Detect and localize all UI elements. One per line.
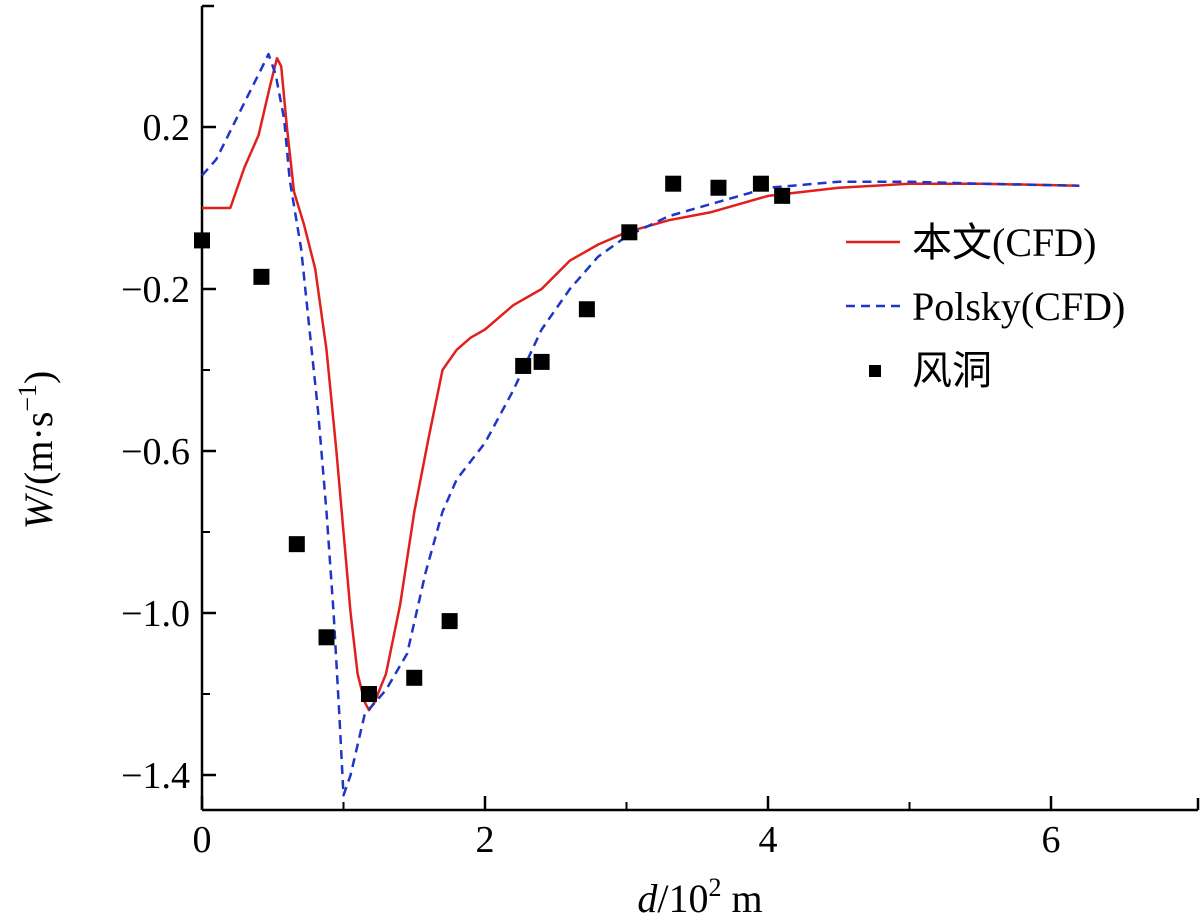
legend-label: 风洞 <box>912 348 992 393</box>
axes: 0 2 4 6 0.2 −0.2 −0.6 −1.0 −1.4 <box>121 4 1200 861</box>
legend-label: Polsky(CFD) <box>912 284 1125 329</box>
y-tick-label: −0.2 <box>121 269 190 311</box>
x-axis-label: d/102 m <box>637 873 762 921</box>
axis-separator: / <box>657 876 669 921</box>
data-point <box>360 686 377 702</box>
data-point <box>665 175 682 192</box>
series-line-polsky <box>201 52 1080 797</box>
axis-unit-tail: ) <box>16 371 61 384</box>
x-tick-label: 4 <box>759 819 778 861</box>
data-point <box>318 629 335 646</box>
series-line-cfd <box>202 56 1080 712</box>
series-layer <box>194 52 1080 797</box>
data-point <box>621 224 638 241</box>
axis-unit-tail: m <box>722 876 763 921</box>
legend-marker <box>869 365 881 377</box>
data-point <box>752 175 769 192</box>
data-point <box>774 187 791 204</box>
axis-unit: 10 <box>669 876 709 921</box>
data-point <box>406 669 423 686</box>
y-axis-label: W/(m·s−1) <box>13 371 61 530</box>
legend: 本文(CFD) Polsky(CFD) 风洞 <box>846 220 1125 393</box>
data-point <box>253 268 270 285</box>
axis-unit: (m·s <box>16 412 61 485</box>
data-point <box>533 353 550 370</box>
y-tick-label: −1.4 <box>121 755 190 797</box>
legend-label: 本文(CFD) <box>912 220 1096 265</box>
series-wind-tunnel <box>194 175 791 702</box>
x-tick-label: 0 <box>193 819 212 861</box>
data-point <box>441 613 458 630</box>
data-point <box>288 536 305 553</box>
axis-separator: / <box>16 484 61 496</box>
y-tick-label: −0.6 <box>121 431 190 473</box>
data-point <box>194 232 210 249</box>
data-point <box>710 179 727 196</box>
x-tick-label: 2 <box>476 819 495 861</box>
axis-variable: W <box>16 492 61 529</box>
axis-unit-exponent: 2 <box>709 873 722 902</box>
axis-variable: d <box>637 876 658 921</box>
x-tick-label: 6 <box>1042 819 1061 861</box>
data-point <box>515 357 532 374</box>
data-point <box>578 301 595 318</box>
y-tick-label: 0.2 <box>143 107 191 149</box>
y-tick-label: −1.0 <box>121 593 190 635</box>
axis-unit-exponent: −1 <box>13 384 42 412</box>
